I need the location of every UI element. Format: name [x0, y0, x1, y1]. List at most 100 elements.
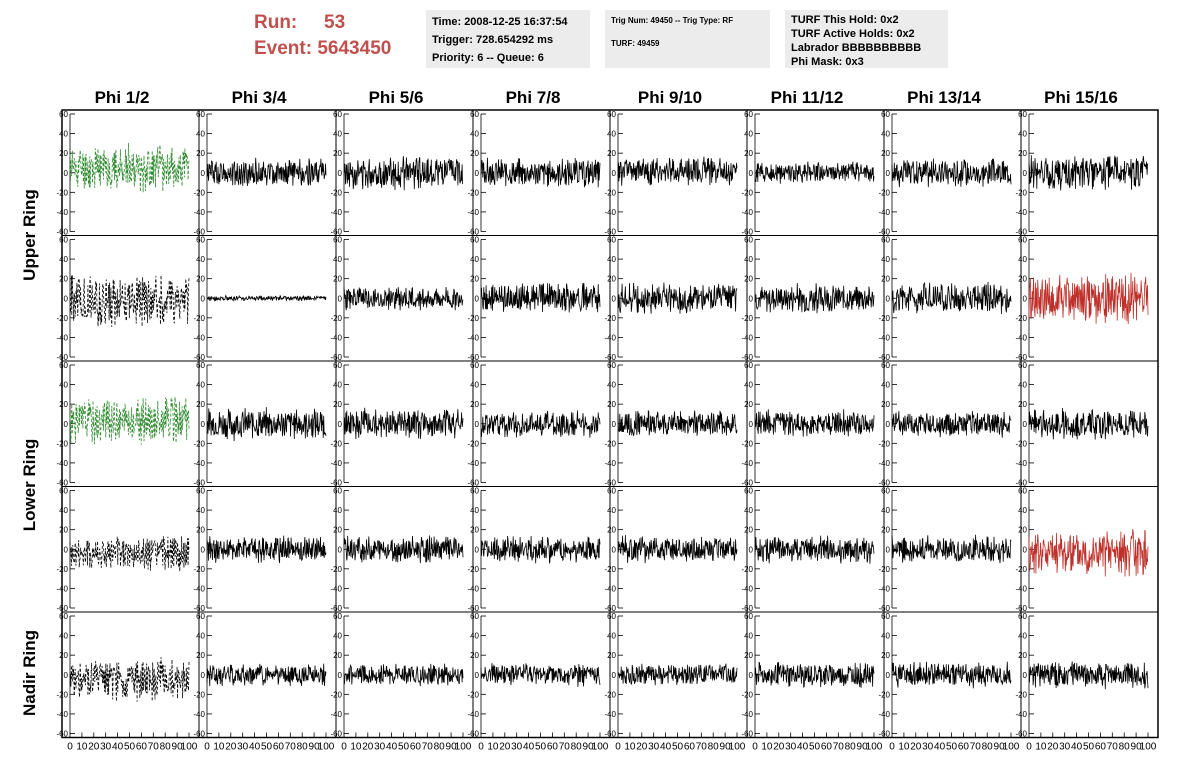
x-tick-label: 30	[1059, 742, 1071, 753]
y-tick-label: -60	[467, 479, 479, 488]
y-tick-label: -20	[330, 690, 342, 699]
y-tick-label: -20	[1015, 314, 1027, 323]
waveform-trace	[69, 142, 190, 193]
x-tick-label: 80	[297, 742, 309, 753]
y-tick-label: -20	[741, 690, 753, 699]
y-tick-label: 60	[607, 487, 616, 496]
waveform-trace	[206, 294, 327, 302]
waveform-panel: -60 -40 -20 0 20 40 60	[330, 235, 474, 362]
y-tick-label: 20	[744, 149, 753, 158]
y-tick-label: 20	[744, 651, 753, 660]
x-tick-label: 80	[160, 742, 172, 753]
y-tick-label: 60	[881, 487, 890, 496]
waveform-panel: -60 -40 -20 0 20 40 60	[878, 486, 1022, 613]
y-tick-label: -60	[56, 353, 68, 362]
y-tick-label: 60	[1018, 487, 1027, 496]
waveform-trace	[206, 407, 327, 442]
x-tick-label: 50	[672, 742, 684, 753]
y-tick-label: -60	[741, 228, 753, 237]
y-tick-label: 60	[881, 361, 890, 370]
waveform-panel: -60 -40 -20 0 20 40 60	[741, 486, 885, 613]
x-tick-label: 0	[341, 742, 347, 753]
y-tick-label: -40	[330, 710, 342, 719]
y-tick-label: 60	[59, 361, 68, 370]
y-tick-label: -60	[604, 353, 616, 362]
y-tick-label: 60	[333, 110, 342, 119]
y-tick-label: -40	[56, 459, 68, 468]
panel-border	[1020, 611, 1159, 738]
x-tick-label: 80	[845, 742, 857, 753]
run-value: 53	[324, 12, 346, 33]
y-tick-label: -60	[604, 730, 616, 739]
y-tick-label: 40	[607, 130, 616, 139]
x-tick-label: 50	[535, 742, 547, 753]
y-tick-label: 20	[744, 275, 753, 284]
y-tick-label: -20	[604, 439, 616, 448]
y-tick-label: 40	[470, 506, 479, 515]
y-tick-label: -60	[467, 353, 479, 362]
y-tick-label: 0	[475, 294, 480, 303]
run-label: Run:	[254, 12, 298, 33]
y-tick-label: -40	[193, 208, 205, 217]
y-tick-label: -40	[330, 208, 342, 217]
y-tick-label: -40	[1015, 208, 1027, 217]
y-tick-label: -20	[1015, 439, 1027, 448]
x-tick-label: 70	[148, 742, 160, 753]
trigger-info-box: Trig Num: 49450 -- Trig Type: RF TURF: 4…	[605, 10, 770, 68]
waveform-trace	[206, 157, 327, 187]
x-tick-label: 60	[958, 742, 970, 753]
waveform-trace	[891, 411, 1012, 438]
y-tick-label: -60	[467, 604, 479, 613]
y-tick-label: 40	[59, 381, 68, 390]
waveform-panel: -60 -40 -20 0 20 40 60	[330, 360, 474, 488]
x-tick-label: 70	[422, 742, 434, 753]
y-tick-label: 20	[59, 651, 68, 660]
y-tick-label: -40	[330, 333, 342, 342]
time-info-box: Time: 2008-12-25 16:37:54 Trigger: 728.6…	[426, 10, 590, 68]
x-tick-label: 0	[1026, 742, 1032, 753]
y-tick-label: -20	[193, 439, 205, 448]
y-tick-label: -60	[193, 228, 205, 237]
y-tick-label: -40	[467, 584, 479, 593]
y-tick-label: 60	[607, 612, 616, 621]
y-tick-label: 60	[333, 361, 342, 370]
y-tick-label: 60	[196, 487, 205, 496]
run-row: Run: 53	[254, 10, 391, 36]
y-tick-label: -40	[193, 333, 205, 342]
x-tick-label: 100	[729, 742, 746, 753]
y-tick-label: 20	[59, 400, 68, 409]
y-tick-label: 0	[64, 545, 69, 554]
y-tick-label: 60	[607, 110, 616, 119]
y-tick-label: -60	[193, 353, 205, 362]
waveform-panel: -60 -40 -20 0 20 40 60	[193, 235, 337, 362]
y-tick-label: 60	[744, 110, 753, 119]
y-tick-label: 60	[59, 487, 68, 496]
y-tick-label: 60	[881, 236, 890, 245]
y-tick-label: 60	[470, 110, 479, 119]
y-tick-label: -20	[330, 565, 342, 574]
x-tick-label: 10	[487, 742, 499, 753]
y-tick-label: -20	[1015, 690, 1027, 699]
y-tick-label: -60	[330, 479, 342, 488]
phi-header-7-8: Phi 7/8	[505, 88, 561, 107]
y-tick-label: 20	[196, 149, 205, 158]
phi-header-9-10: Phi 9/10	[637, 88, 703, 107]
y-tick-label: 0	[1023, 294, 1028, 303]
y-tick-label: 0	[475, 671, 480, 680]
waveform-panel: -60 -40 -20 0 20 40 60	[193, 611, 337, 739]
y-tick-label: 40	[333, 255, 342, 264]
y-tick-label: 40	[1018, 381, 1027, 390]
y-tick-label: 0	[475, 169, 480, 178]
y-tick-label: 20	[333, 400, 342, 409]
phi-header-3-4: Phi 3/4	[231, 88, 287, 107]
y-tick-label: 60	[607, 236, 616, 245]
y-tick-label: 0	[64, 294, 69, 303]
y-tick-label: 60	[333, 612, 342, 621]
y-tick-label: 60	[744, 612, 753, 621]
y-tick-label: -40	[878, 710, 890, 719]
event-label: Event:	[254, 38, 313, 59]
y-tick-label: -60	[741, 604, 753, 613]
y-tick-label: 0	[201, 420, 206, 429]
y-tick-label: 0	[612, 294, 617, 303]
x-tick-label: 30	[374, 742, 386, 753]
